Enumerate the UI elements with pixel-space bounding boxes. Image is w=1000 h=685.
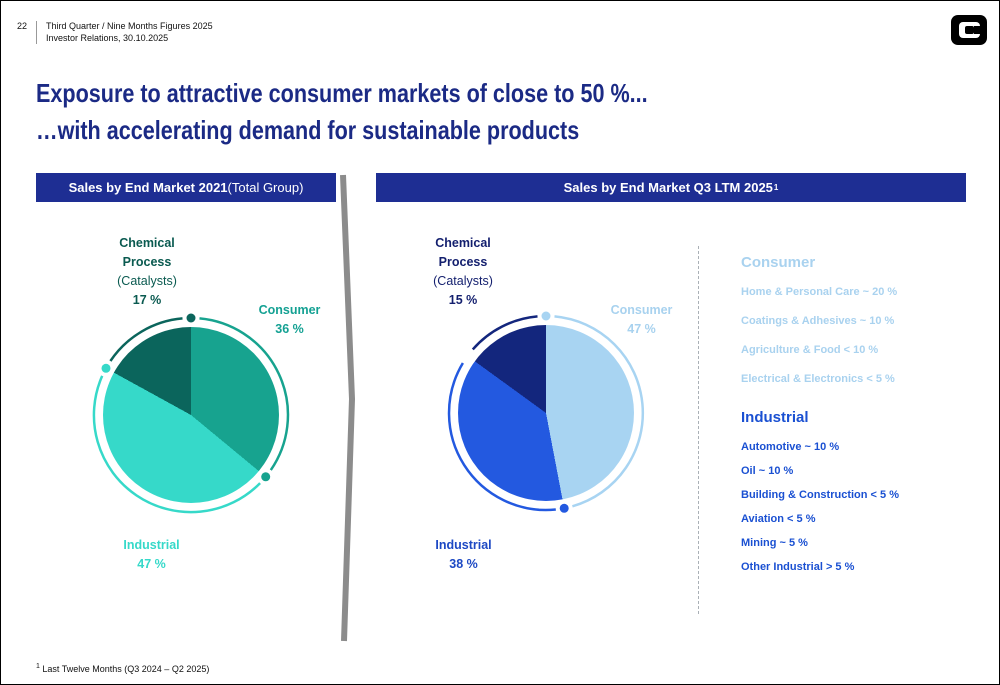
legend-item: Oil ~ 10 % <box>741 465 794 477</box>
label-consumer-2025: Consumer 47 % <box>599 301 684 339</box>
label-value: 17 % <box>132 293 162 307</box>
logo-shape <box>965 26 974 34</box>
label-value: 38 % <box>449 557 478 571</box>
legend-group-industrial: Industrial Automotive ~ 10 % Oil ~ 10 % … <box>741 409 976 573</box>
header-title: Third Quarter / Nine Months Figures 2025 <box>46 21 213 31</box>
end-market-legend: Consumer Home & Personal Care ~ 20 % Coa… <box>741 254 976 585</box>
logo-shape <box>974 26 980 34</box>
label-sub: (Catalysts) <box>117 274 177 288</box>
pie-boundary-dot <box>186 313 196 323</box>
zigzag-line <box>340 174 356 642</box>
label-consumer-2021: Consumer 36 % <box>247 301 332 339</box>
legend-item: Other Industrial > 5 % <box>741 561 855 573</box>
label-name: Chemical Process <box>435 236 491 269</box>
slide-header: 22 Third Quarter / Nine Months Figures 2… <box>17 21 213 45</box>
pie-boundary-dot <box>559 503 569 513</box>
panel-title-2021: Sales by End Market 2021 <box>68 180 228 195</box>
legend-item: Electrical & Electronics < 5 % <box>741 373 895 385</box>
slide-title-line2: …with accelerating demand for sustainabl… <box>36 115 580 145</box>
pie-2021-slices <box>103 327 279 503</box>
pie-ring-arc <box>447 362 556 512</box>
legend-title-industrial: Industrial <box>741 409 809 426</box>
legend-item: Building & Construction < 5 % <box>741 489 899 501</box>
legend-item: Automotive ~ 10 % <box>741 441 840 453</box>
label-name: Industrial <box>435 538 492 552</box>
label-value: 15 % <box>448 293 478 307</box>
footnote: 1 Last Twelve Months (Q3 2024 – Q2 2025) <box>36 663 209 674</box>
label-name: Chemical Process <box>119 236 175 269</box>
panel-title-2021-suffix: (Total Group) <box>227 180 304 195</box>
panel-header-2025: Sales by End Market Q3 LTM 2025 1 <box>376 173 966 202</box>
header-lines: Third Quarter / Nine Months Figures 2025… <box>36 21 213 45</box>
panel-title-2025: Sales by End Market Q3 LTM 2025 <box>563 180 773 195</box>
footnote-text: Last Twelve Months (Q3 2024 – Q2 2025) <box>39 664 210 674</box>
pie-boundary-dot <box>541 311 551 321</box>
label-chemical-process-2025: Chemical Process (Catalysts) 15 % <box>417 234 509 310</box>
pie-ring-arc <box>199 317 290 471</box>
label-sub: (Catalysts) <box>433 274 493 288</box>
page-number: 22 <box>17 21 28 31</box>
legend-item: Aviation < 5 % <box>741 513 816 525</box>
company-logo <box>951 15 987 45</box>
legend-title-consumer: Consumer <box>741 254 816 271</box>
pie-ring-arc <box>471 315 538 351</box>
label-chemical-process-2021: Chemical Process (Catalysts) 17 % <box>101 234 193 310</box>
footnote-marker: 1 <box>773 183 779 192</box>
pie-chart-2025 <box>436 303 656 523</box>
legend-item: Coatings & Adhesives ~ 10 % <box>741 315 895 327</box>
pie-boundary-dot <box>101 363 111 373</box>
zigzag-divider <box>340 174 356 642</box>
pie-ring-arc <box>92 375 261 514</box>
dashed-separator <box>698 246 699 614</box>
legend-item: Agriculture & Food < 10 % <box>741 344 879 356</box>
legend-item: Mining ~ 5 % <box>741 537 808 549</box>
label-value: 36 % <box>275 322 304 336</box>
legend-group-consumer: Consumer Home & Personal Care ~ 20 % Coa… <box>741 254 976 385</box>
footnote-sup: 1 <box>36 663 40 670</box>
label-industrial-2025: Industrial 38 % <box>421 536 506 574</box>
slide-title-line1: Exposure to attractive consumer markets … <box>36 78 648 108</box>
label-name: Consumer <box>610 303 673 317</box>
pie-2021-decor-overlay <box>92 313 290 514</box>
pie-2025-slices <box>458 325 634 501</box>
pie-ring-arc <box>554 315 645 508</box>
label-value: 47 % <box>627 322 656 336</box>
pie-ring-arc <box>109 317 183 362</box>
label-name: Consumer <box>258 303 321 317</box>
slide-title: Exposure to attractive consumer markets … <box>36 75 648 149</box>
pie-2025-decor-overlay <box>447 311 645 513</box>
panel-header-2021: Sales by End Market 2021 (Total Group) <box>36 173 336 202</box>
label-name: Industrial <box>123 538 180 552</box>
label-value: 47 % <box>137 557 166 571</box>
pie-chart-2021 <box>81 305 301 525</box>
legend-item: Home & Personal Care ~ 20 % <box>741 286 898 298</box>
label-industrial-2021: Industrial 47 % <box>109 536 194 574</box>
pie-boundary-dot <box>261 472 271 482</box>
header-subtitle: Investor Relations, 30.10.2025 <box>46 32 169 43</box>
